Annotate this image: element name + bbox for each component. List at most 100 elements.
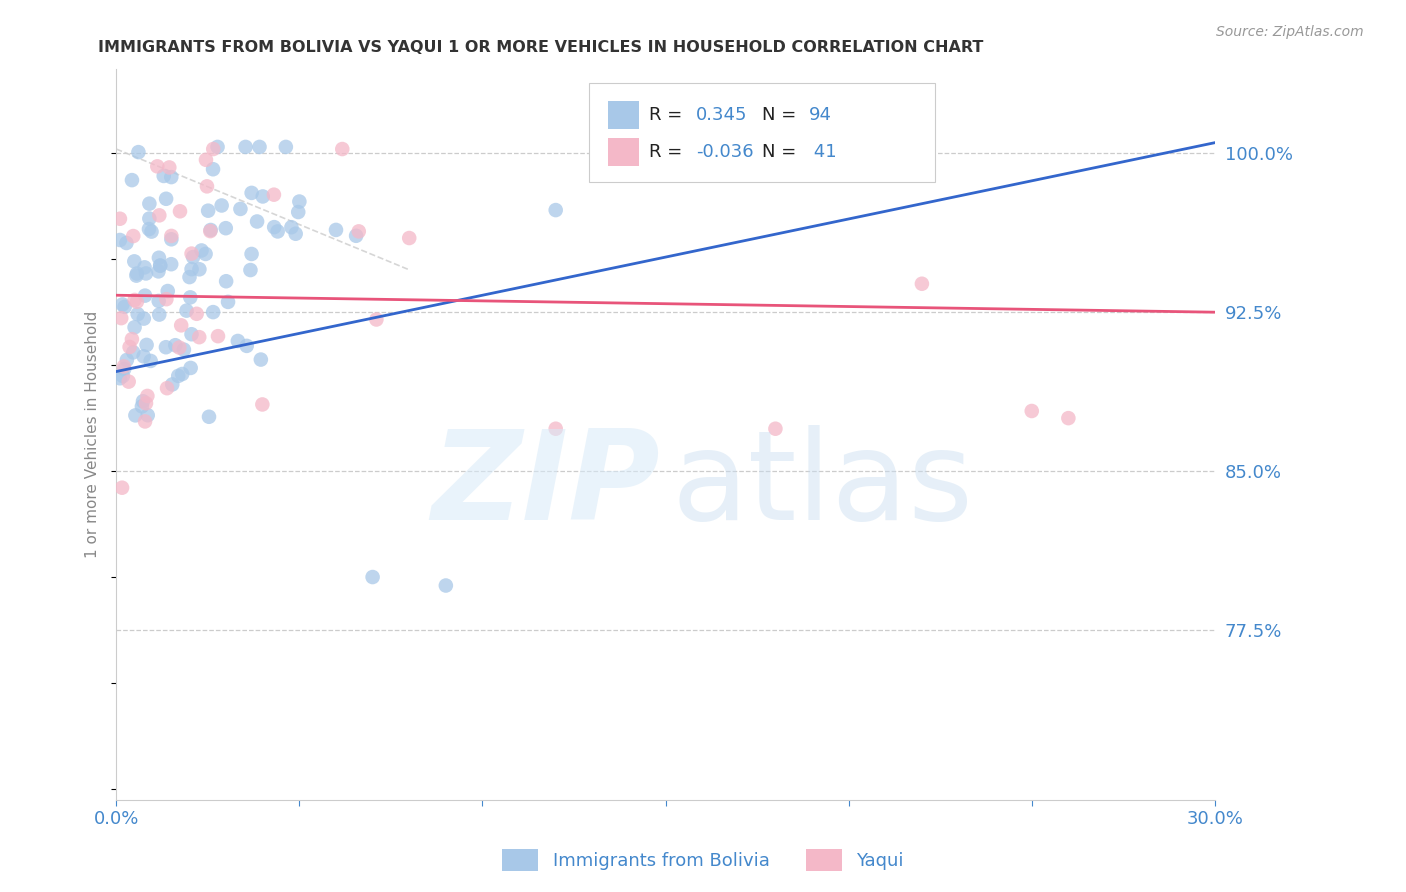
Y-axis label: 1 or more Vehicles in Household: 1 or more Vehicles in Household <box>86 310 100 558</box>
Text: 94: 94 <box>808 106 831 124</box>
Point <box>111 297 134 311</box>
Text: N =: N = <box>762 106 803 124</box>
Point <box>152 169 174 183</box>
Text: R =: R = <box>650 143 688 161</box>
Point <box>226 334 249 348</box>
Point <box>194 153 217 167</box>
Point <box>156 381 179 395</box>
Point <box>134 260 156 275</box>
Point <box>169 341 191 355</box>
Point <box>149 259 172 273</box>
Text: N =: N = <box>762 143 803 161</box>
Point <box>344 228 367 243</box>
Point <box>200 223 222 237</box>
Point <box>124 293 146 307</box>
Point <box>240 186 263 200</box>
Point <box>246 214 269 228</box>
Point <box>148 251 170 265</box>
Point <box>165 338 187 352</box>
Point <box>250 352 273 367</box>
Point <box>217 294 239 309</box>
Point <box>211 198 233 212</box>
FancyBboxPatch shape <box>589 83 935 182</box>
Point <box>160 228 183 243</box>
Point <box>194 247 217 261</box>
Point <box>115 235 138 250</box>
Point <box>132 311 155 326</box>
Point <box>121 173 143 187</box>
Point <box>274 140 297 154</box>
Point <box>136 409 159 423</box>
Point <box>131 400 153 414</box>
Point <box>169 204 191 219</box>
Point <box>252 189 274 203</box>
Point <box>202 305 225 319</box>
Point <box>288 194 311 209</box>
Point <box>134 414 156 428</box>
Point <box>544 422 567 436</box>
Point <box>180 246 202 260</box>
Point <box>266 224 288 238</box>
Point <box>838 140 860 154</box>
Point <box>172 367 194 381</box>
Point <box>179 270 201 285</box>
Point <box>110 311 132 326</box>
Point <box>325 223 347 237</box>
Point <box>160 170 183 185</box>
Point <box>198 409 221 424</box>
Point <box>911 277 934 291</box>
Point <box>179 290 201 304</box>
Point <box>114 300 136 314</box>
Point <box>188 262 211 277</box>
Point <box>544 203 567 218</box>
Point <box>139 354 162 368</box>
Text: IMMIGRANTS FROM BOLIVIA VS YAQUI 1 OR MORE VEHICLES IN HOUSEHOLD CORRELATION CHA: IMMIGRANTS FROM BOLIVIA VS YAQUI 1 OR MO… <box>98 40 984 55</box>
Point <box>1057 411 1080 425</box>
Text: -0.036: -0.036 <box>696 143 754 161</box>
Point <box>125 268 148 283</box>
Point <box>125 294 148 309</box>
Point <box>157 161 180 175</box>
Point <box>181 250 204 264</box>
Point <box>112 362 135 376</box>
Point <box>132 394 155 409</box>
Point <box>148 308 170 322</box>
Point <box>148 264 170 278</box>
Text: Source: ZipAtlas.com: Source: ZipAtlas.com <box>1216 25 1364 39</box>
Point <box>162 377 184 392</box>
Point <box>136 389 159 403</box>
Point <box>118 340 141 354</box>
Point <box>112 359 135 374</box>
Point <box>287 205 309 219</box>
Point <box>127 145 149 160</box>
Point <box>121 332 143 346</box>
Point <box>200 224 222 238</box>
Point <box>263 220 285 235</box>
Point <box>122 229 145 244</box>
Point <box>202 142 225 156</box>
Point <box>132 349 155 363</box>
Text: R =: R = <box>650 106 688 124</box>
Point <box>284 227 307 241</box>
Text: atlas: atlas <box>671 425 973 546</box>
FancyBboxPatch shape <box>609 138 640 166</box>
Point <box>135 396 157 410</box>
Point <box>135 267 157 281</box>
Point <box>111 481 134 495</box>
Point <box>176 303 198 318</box>
Point <box>160 232 183 246</box>
Point <box>361 570 384 584</box>
FancyBboxPatch shape <box>609 102 640 129</box>
Text: ZIP: ZIP <box>432 425 659 546</box>
Point <box>160 257 183 271</box>
Point <box>108 233 131 247</box>
Point <box>690 166 713 180</box>
Text: 41: 41 <box>808 143 837 161</box>
Point <box>207 329 229 343</box>
Point <box>280 220 302 235</box>
Point <box>434 578 457 592</box>
Point <box>122 345 145 359</box>
Legend: Immigrants from Bolivia, Yaqui: Immigrants from Bolivia, Yaqui <box>495 842 911 879</box>
Point <box>167 368 190 383</box>
Point <box>240 247 263 261</box>
